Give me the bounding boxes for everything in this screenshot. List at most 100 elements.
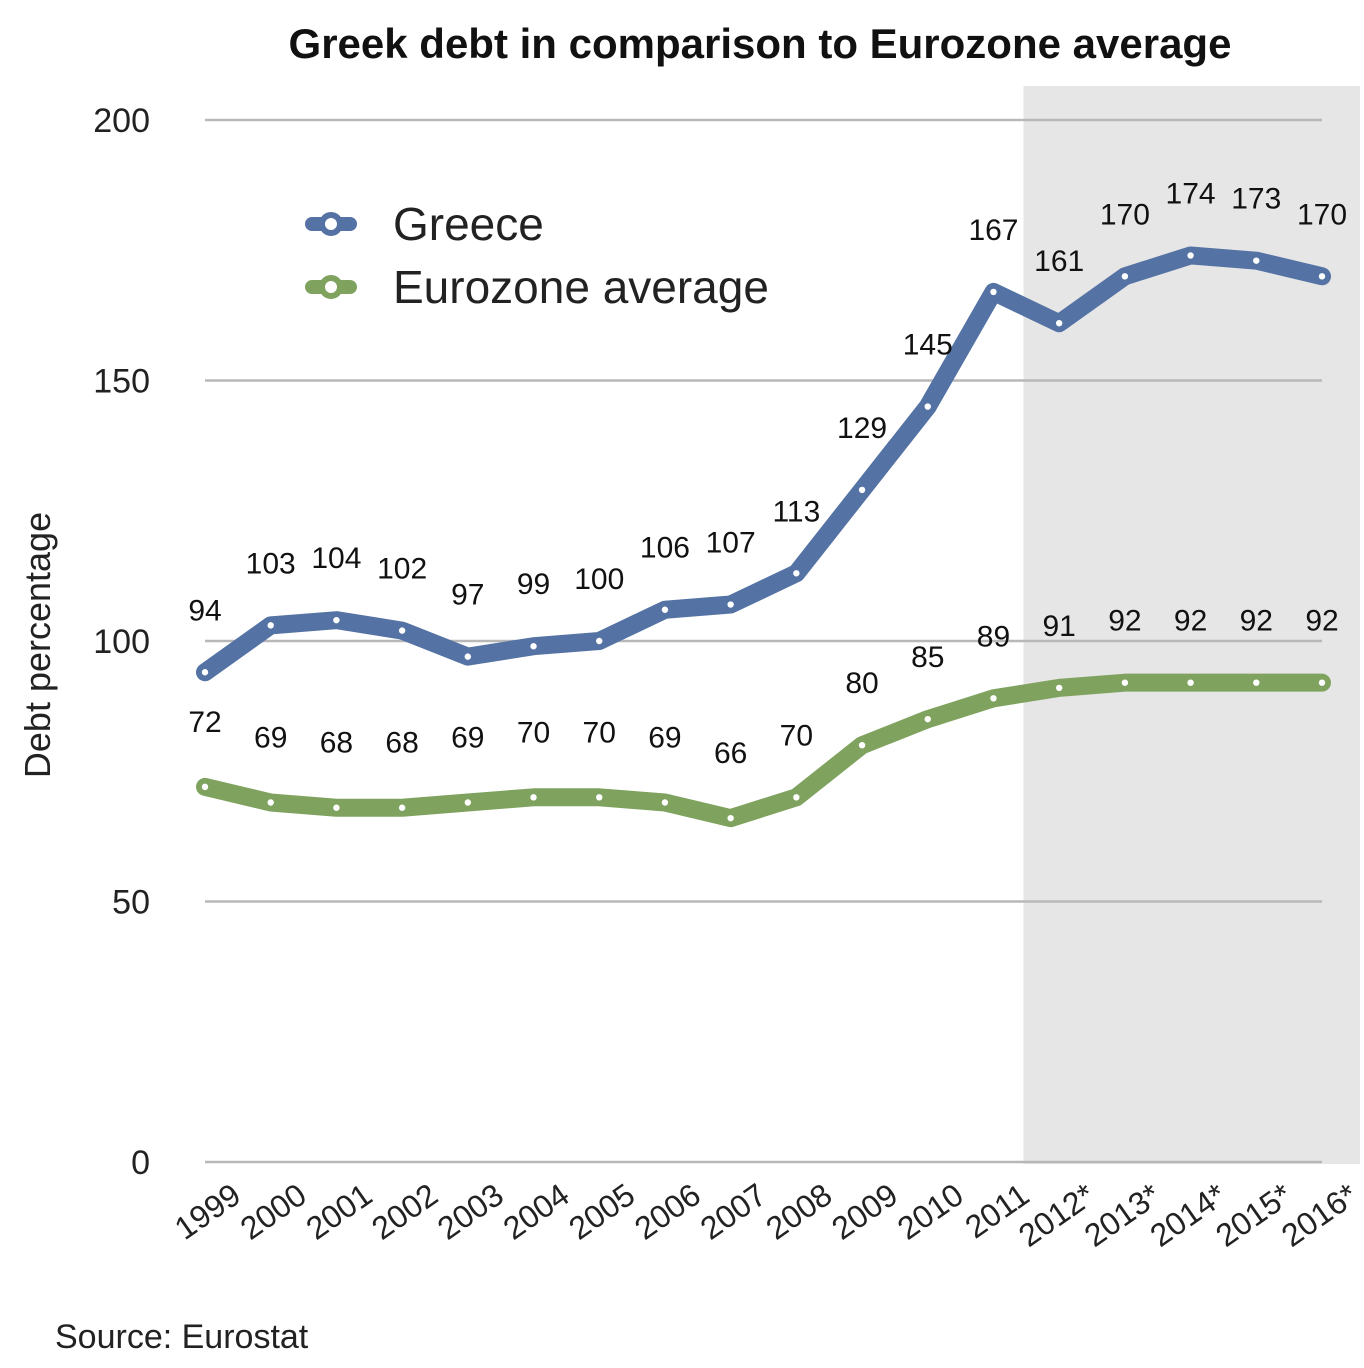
legend-marker xyxy=(319,275,343,299)
data-label: 145 xyxy=(903,329,953,362)
data-point xyxy=(924,403,931,410)
x-tick-label: 2000 xyxy=(234,1176,313,1246)
data-label: 102 xyxy=(377,553,427,586)
data-point xyxy=(1318,273,1326,280)
x-tick-label: 2015* xyxy=(1209,1176,1298,1253)
legend-marker xyxy=(319,212,343,236)
data-label: 99 xyxy=(517,568,550,601)
data-label: 92 xyxy=(1305,605,1338,638)
data-label: 129 xyxy=(837,412,887,445)
data-point xyxy=(793,570,800,577)
data-label: 92 xyxy=(1240,605,1273,638)
data-label: 89 xyxy=(977,620,1010,653)
data-point xyxy=(398,804,406,811)
data-point xyxy=(1253,257,1260,264)
data-point xyxy=(1318,679,1326,686)
data-labels: 94 103 104 102 97 99 100 106 107 113 129 145 167 161 1… xyxy=(188,177,1347,770)
data-label: 91 xyxy=(1042,610,1075,643)
data-point xyxy=(727,814,734,822)
data-label: 72 xyxy=(188,706,221,739)
data-label: 92 xyxy=(1108,605,1141,638)
source-note: Source: Eurostat xyxy=(55,1318,309,1356)
data-point xyxy=(1121,679,1129,686)
data-label: 103 xyxy=(246,547,296,580)
y-tick-label: 100 xyxy=(93,623,150,661)
data-label: 170 xyxy=(1297,198,1347,231)
x-tick-label: 2009 xyxy=(825,1176,904,1246)
series-line xyxy=(196,673,1331,828)
data-label: 80 xyxy=(845,667,878,700)
data-point xyxy=(727,601,734,608)
y-axis-label: Debt percentage xyxy=(17,512,58,778)
y-tick-label: 0 xyxy=(131,1144,150,1182)
data-label: 173 xyxy=(1231,183,1281,216)
series-lines xyxy=(196,246,1331,828)
x-tick-label: 2003 xyxy=(431,1176,510,1246)
data-label: 70 xyxy=(583,716,616,749)
data-point xyxy=(1187,252,1194,259)
data-label: 174 xyxy=(1166,177,1216,210)
data-point xyxy=(661,606,669,613)
y-tick-label: 200 xyxy=(93,102,150,140)
y-tick-label: 50 xyxy=(112,884,150,922)
data-label: 107 xyxy=(706,527,756,560)
data-label: 100 xyxy=(574,563,624,596)
x-tick-label: 2013* xyxy=(1078,1176,1167,1253)
legend: Greece Eurozone average xyxy=(305,198,769,313)
legend-label: Greece xyxy=(393,198,544,250)
data-label: 113 xyxy=(772,495,820,528)
x-tick-label: 2006 xyxy=(628,1176,707,1246)
data-label: 94 xyxy=(188,594,221,627)
x-tick-label: 2012* xyxy=(1012,1176,1101,1253)
data-point xyxy=(464,799,472,806)
data-label: 85 xyxy=(911,641,944,674)
data-point xyxy=(530,643,537,650)
series-line xyxy=(196,246,1331,682)
data-point xyxy=(267,622,274,629)
x-tick-label: 2001 xyxy=(299,1176,378,1246)
data-label: 70 xyxy=(517,716,550,749)
x-axis-ticks: 1999200020012002200320042005200620072008… xyxy=(168,1176,1364,1253)
data-point xyxy=(267,799,274,806)
legend-label: Eurozone average xyxy=(393,261,769,313)
data-label: 92 xyxy=(1174,605,1207,638)
data-label: 97 xyxy=(451,579,484,612)
data-point xyxy=(530,794,537,801)
data-point xyxy=(990,288,997,296)
data-label: 167 xyxy=(968,214,1018,247)
data-label: 69 xyxy=(451,722,484,755)
x-tick-label: 1999 xyxy=(168,1176,247,1246)
x-tick-label: 2016* xyxy=(1275,1176,1364,1253)
data-point xyxy=(858,742,866,749)
data-label: 170 xyxy=(1100,198,1150,231)
data-label: 106 xyxy=(640,532,690,565)
data-point xyxy=(464,653,472,660)
data-point xyxy=(1187,679,1194,686)
data-point xyxy=(661,799,669,806)
x-tick-label: 2010 xyxy=(891,1176,970,1246)
x-tick-label: 2014* xyxy=(1143,1176,1232,1253)
data-label: 69 xyxy=(254,722,287,755)
data-point xyxy=(333,616,340,624)
x-tick-label: 2005 xyxy=(562,1176,641,1246)
gridlines xyxy=(205,118,1322,1164)
data-point xyxy=(1121,273,1129,280)
x-tick-label: 2007 xyxy=(694,1176,773,1246)
x-tick-label: 2002 xyxy=(365,1176,444,1246)
data-label: 68 xyxy=(320,727,353,760)
data-point xyxy=(924,715,931,723)
data-point xyxy=(990,695,997,702)
data-point xyxy=(793,794,800,801)
data-point xyxy=(1055,319,1063,327)
data-point xyxy=(1253,679,1260,686)
data-point xyxy=(201,669,209,676)
data-point xyxy=(596,794,603,801)
data-point xyxy=(1055,684,1063,692)
data-label: 68 xyxy=(385,727,418,760)
x-tick-label: 2004 xyxy=(497,1176,576,1246)
data-point xyxy=(858,486,866,494)
data-label: 66 xyxy=(714,737,747,770)
y-axis-ticks: 0 50 100 150 200 xyxy=(93,102,150,1182)
